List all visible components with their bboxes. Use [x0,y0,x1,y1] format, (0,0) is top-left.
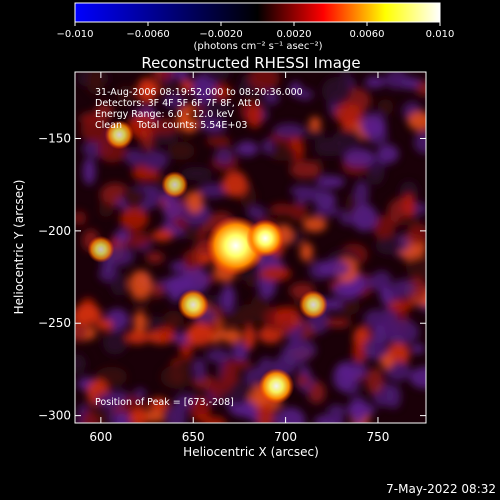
colorbar-tick-label: −0.010 [56,29,93,40]
y-tick-label: −300 [38,409,71,423]
y-tick-label: −250 [38,316,71,330]
y-tick-label: −150 [38,132,71,146]
chart-title: Reconstructed RHESSI Image [141,54,360,72]
plot-frame [74,71,427,424]
x-tick-label: 700 [274,430,297,444]
emission-source [177,289,209,321]
x-tick-label: 600 [89,430,112,444]
x-axis-label: Heliocentric X (arcsec) [183,445,319,459]
colorbar-tick-label: 0.010 [426,29,455,40]
emission-source [258,368,295,404]
annotation-detectors: Detectors: 3F 4F 5F 6F 7F 8F, Att 0 [95,98,261,109]
emission-source [87,235,115,263]
colorbar-tick-label: 0.0060 [350,29,385,40]
emission-source [298,290,328,320]
timestamp: 7-May-2022 08:32 [386,482,496,496]
annotation-clean: Clean Total counts: 5.54E+03 [95,120,248,131]
colorbar-unit-label: (photons cm⁻² s⁻¹ asec⁻²) [193,41,322,52]
emission-source [104,120,134,150]
heatmap-image [75,72,426,423]
annotation-energy: Energy Range: 6.0 - 12.0 keV [95,109,234,120]
y-axis-label: Heliocentric Y (arcsec) [12,180,26,315]
colorbar-tick-label: 0.0020 [277,29,312,40]
colorbar-tick-label: −0.0060 [126,29,169,40]
colorbar-tick-label: −0.0020 [199,29,242,40]
emission-source [246,219,285,258]
y-tick-label: −200 [38,224,71,238]
x-tick-label: 650 [182,430,205,444]
colorbar: −0.010 −0.0060 −0.0020 0.0020 0.0060 0.010 (p… [56,2,455,52]
colorbar-gradient [74,2,441,23]
emission-source [161,171,189,199]
x-tick-label: 750 [367,430,390,444]
annotation-time-range: 31-Aug-2006 08:19:52.000 to 08:20:36.000 [95,87,303,98]
annotation-peak: Position of Peak = [673,-208] [95,397,234,408]
